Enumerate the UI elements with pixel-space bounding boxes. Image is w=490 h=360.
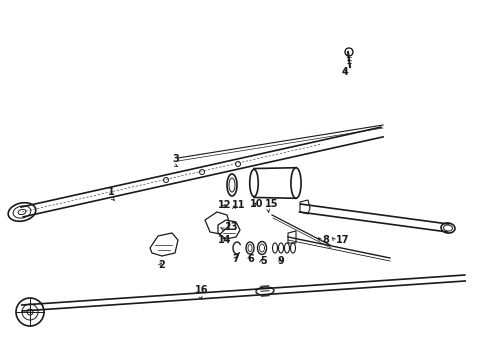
Text: 13: 13 xyxy=(225,222,239,232)
Text: 6: 6 xyxy=(247,254,254,264)
Text: 12: 12 xyxy=(218,200,231,210)
Text: 17: 17 xyxy=(336,235,349,245)
Text: 15: 15 xyxy=(265,199,278,209)
Text: 3: 3 xyxy=(172,154,179,164)
Text: 16: 16 xyxy=(195,285,209,295)
Text: 5: 5 xyxy=(260,256,267,266)
Text: 14: 14 xyxy=(218,235,231,245)
Text: 2: 2 xyxy=(158,260,165,270)
Text: 11: 11 xyxy=(232,200,245,210)
Text: 4: 4 xyxy=(342,67,349,77)
Text: 9: 9 xyxy=(278,256,285,266)
Text: 7: 7 xyxy=(232,254,239,264)
Text: 1: 1 xyxy=(108,187,115,197)
Text: 8: 8 xyxy=(322,235,329,245)
Text: 10: 10 xyxy=(250,199,264,209)
